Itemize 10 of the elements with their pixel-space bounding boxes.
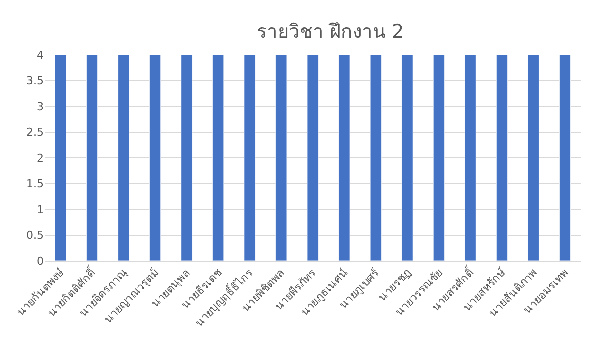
y-tick-label: 4	[37, 48, 44, 62]
y-tick-label: 2	[37, 152, 44, 165]
y-tick-label: 0	[37, 254, 44, 268]
y-tick-label: 1.5	[26, 178, 44, 191]
chart-title: รายวิชา ฝึกงาน 2	[256, 21, 404, 44]
y-tick-label: 1	[37, 203, 44, 216]
y-tick-label: 0.5	[26, 229, 44, 242]
y-tick-label: 2.5	[26, 126, 44, 140]
y-tick-label: 3.5	[26, 74, 44, 88]
y-tick-label: 3	[37, 100, 44, 114]
